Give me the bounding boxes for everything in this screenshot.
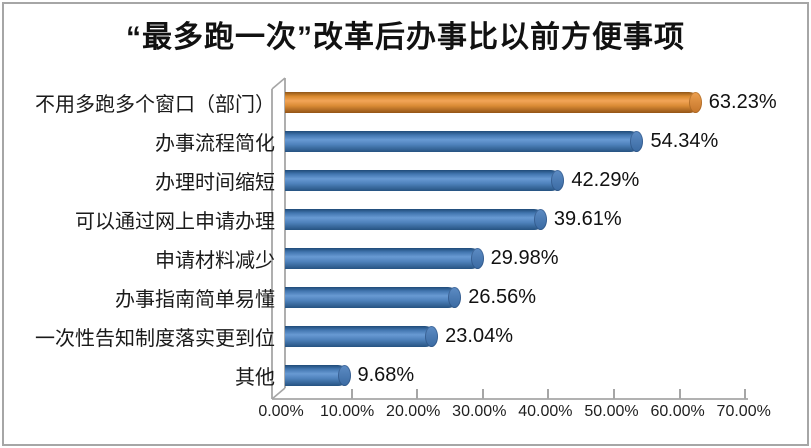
- bar-row: 其他 9.68%: [0, 356, 811, 395]
- category-label: 一次性告知制度落实更到位: [35, 328, 275, 350]
- category-label: 办事指南简单易懂: [115, 289, 275, 311]
- value-label: 54.34%: [650, 130, 719, 152]
- bar-track: 29.98%: [285, 247, 811, 270]
- value-label: 9.68%: [357, 364, 415, 386]
- category-label: 不用多跑多个窗口（部门）: [35, 94, 275, 116]
- bar-track: 63.23%: [285, 91, 811, 114]
- category-label: 申请材料减少: [155, 250, 275, 272]
- category-label: 办理时间缩短: [155, 172, 275, 194]
- value-label: 39.61%: [553, 208, 622, 230]
- bar-row: 办事流程简化 54.34%: [0, 122, 811, 161]
- category-label: 办事流程简化: [155, 133, 275, 155]
- category-label: 可以通过网上申请办理: [75, 211, 275, 233]
- bar-track: 42.29%: [285, 169, 811, 192]
- bar-row: 可以通过网上申请办理 39.61%: [0, 200, 811, 239]
- bar: [285, 287, 462, 308]
- bar: [285, 92, 702, 113]
- bar-row: 办理时间缩短 42.29%: [0, 161, 811, 200]
- value-label: 23.04%: [445, 325, 513, 347]
- bar-track: 9.68%: [285, 364, 811, 387]
- bar-track: 54.34%: [285, 130, 811, 153]
- bar-track: 39.61%: [285, 208, 811, 231]
- plot-area: 不用多跑多个窗口（部门） 63.23% 办事流程简化 54.34% 办理时间缩短 42.2…: [0, 83, 811, 395]
- value-label: 26.56%: [468, 286, 537, 308]
- bar: [285, 326, 439, 347]
- bar-row: 申请材料减少 29.98%: [0, 239, 811, 278]
- bar: [285, 170, 565, 191]
- value-label: 42.29%: [571, 169, 640, 191]
- bar-row: 不用多跑多个窗口（部门） 63.23%: [0, 83, 811, 122]
- bar: [285, 248, 484, 269]
- bar: [285, 131, 644, 152]
- bar-row: 一次性告知制度落实更到位 23.04%: [0, 317, 811, 356]
- bar-track: 23.04%: [285, 325, 811, 348]
- value-label: 29.98%: [490, 247, 559, 269]
- bar: [285, 209, 547, 230]
- bar-track: 26.56%: [285, 286, 811, 309]
- category-label: 其他: [235, 367, 275, 389]
- bar: [285, 365, 350, 386]
- bar-row: 办事指南简单易懂 26.56%: [0, 278, 811, 317]
- value-label: 63.23%: [708, 91, 777, 113]
- chart-title: “最多跑一次”改革后办事比以前方便事项: [126, 21, 685, 54]
